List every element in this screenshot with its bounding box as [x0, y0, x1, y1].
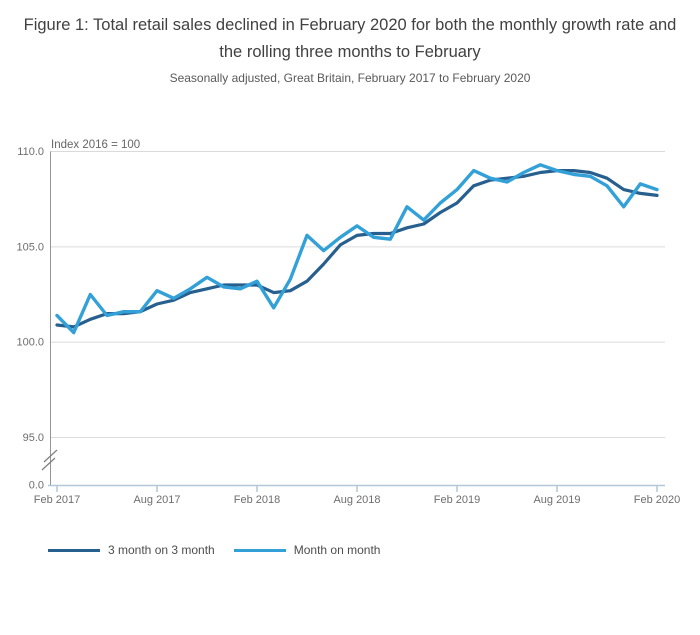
y-tick-label: 0.0	[29, 480, 44, 492]
y-tick-label: 95.0	[23, 432, 44, 444]
x-tick-label: Feb 2018	[234, 494, 280, 506]
legend-item-month-on-month: Month on month	[233, 542, 381, 558]
axis-break-mark	[43, 449, 58, 463]
legend-line-swatch-dark-blue	[48, 548, 100, 552]
legend-line-swatch-light-blue	[233, 548, 286, 552]
legend-label-month-on-month: Month on month	[293, 543, 381, 557]
chart-subtitle: Seasonally adjusted, Great Britain, Febr…	[169, 71, 531, 85]
series-line-month-on-month	[55, 163, 659, 335]
chart-header: Figure 1: Total retail sales declined in…	[0, 0, 700, 85]
x-tick-label: Feb 2019	[434, 494, 480, 506]
x-tick-label: Aug 2018	[333, 494, 380, 506]
y-tick-label: 100.0	[16, 337, 44, 349]
x-tick-label: Aug 2017	[133, 494, 180, 506]
chart-legend: 3 month on 3 month Month on month	[48, 542, 399, 558]
axis-break-mark	[41, 457, 56, 471]
y-axis-annotation: Index 2016 = 100	[51, 139, 140, 151]
y-tick-label: 110.0	[17, 146, 44, 158]
legend-label-3-month-on-3-month: 3 month on 3 month	[108, 543, 215, 557]
x-tick-label: Feb 2020	[634, 494, 680, 506]
chart-title: Figure 1: Total retail sales declined in…	[23, 16, 677, 61]
legend-item-3-month-on-3-month: 3 month on 3 month	[48, 542, 215, 558]
y-tick-label: 105.0	[16, 241, 44, 253]
x-tick-label: Aug 2019	[533, 494, 580, 506]
x-tick-label: Feb 2017	[34, 494, 80, 506]
